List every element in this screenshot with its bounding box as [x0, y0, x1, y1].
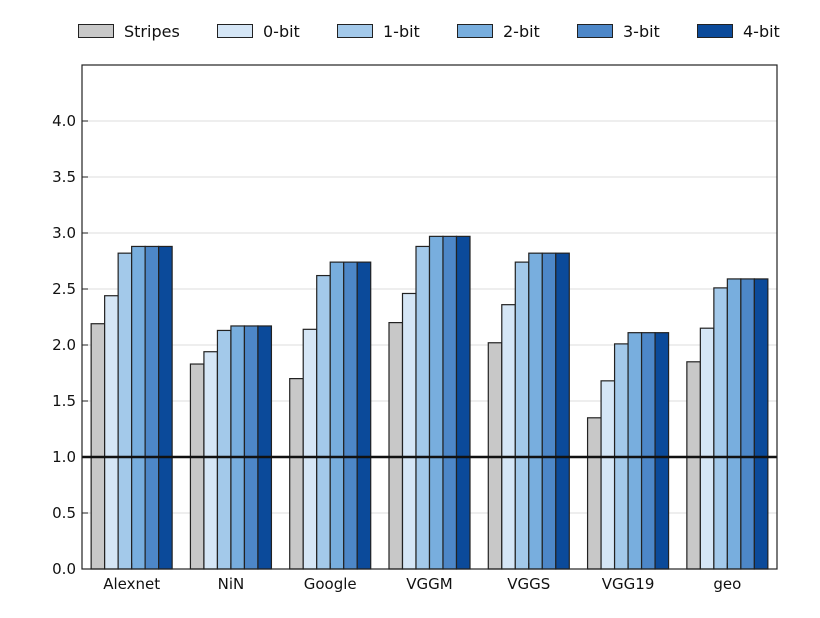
- bar-0-bit-nin: [203, 351, 219, 570]
- bar-1-bit-alexnet: [117, 252, 133, 570]
- legend-swatch: [78, 24, 114, 38]
- y-tick-label: 1.5: [52, 392, 76, 410]
- bar-2-bit-nin: [230, 325, 246, 570]
- legend-item: Stripes: [78, 20, 180, 42]
- legend-label: 4-bit: [743, 21, 780, 41]
- legend-swatch: [337, 24, 373, 38]
- bar-stripes-geo: [686, 361, 701, 570]
- bar-4-bit-nin: [257, 325, 273, 570]
- bar-4-bit-geo: [753, 278, 769, 570]
- legend-label: 0-bit: [263, 21, 300, 41]
- x-tick-label: geo: [713, 575, 741, 593]
- bar-4-bit-vggm: [455, 235, 471, 570]
- bar-0-bit-google: [302, 328, 318, 570]
- y-tick-label: 0.0: [52, 560, 76, 578]
- plot-frame: [81, 64, 778, 570]
- y-tick-label: 2.0: [52, 336, 76, 354]
- bar-1-bit-google: [316, 274, 331, 570]
- legend-item: 0-bit: [217, 20, 300, 42]
- y-tick-label: 3.5: [52, 168, 76, 186]
- bar-4-bit-google: [356, 261, 372, 570]
- bar-3-bit-alexnet: [144, 245, 160, 570]
- bar-1-bit-vggs: [514, 261, 530, 570]
- bar-0-bit-vgg19: [600, 380, 616, 570]
- legend-label: 3-bit: [623, 21, 660, 41]
- y-tick-label: 3.0: [52, 224, 76, 242]
- bar-4-bit-vgg19: [654, 332, 670, 570]
- bar-0-bit-alexnet: [104, 295, 119, 570]
- x-tick-label: Google: [304, 575, 357, 593]
- legend-item: 2-bit: [457, 20, 540, 42]
- y-tick-label: 2.5: [52, 280, 76, 298]
- legend-label: 1-bit: [383, 21, 420, 41]
- bar-4-bit-alexnet: [158, 245, 173, 570]
- bar-3-bit-google: [343, 261, 358, 570]
- bar-0-bit-vggm: [401, 292, 417, 570]
- bar-3-bit-vgg19: [640, 332, 656, 570]
- bar-0-bit-geo: [699, 327, 715, 570]
- legend-item: 3-bit: [577, 20, 660, 42]
- bar-3-bit-geo: [740, 278, 755, 570]
- bar-2-bit-vggm: [428, 235, 444, 570]
- bar-stripes-alexnet: [90, 323, 106, 570]
- bar-3-bit-nin: [243, 325, 259, 570]
- bar-stripes-vggm: [388, 322, 404, 570]
- bar-0-bit-vggs: [501, 304, 516, 570]
- legend-swatch: [457, 24, 493, 38]
- bar-1-bit-geo: [713, 287, 728, 570]
- legend-label: Stripes: [124, 21, 180, 41]
- bar-3-bit-vggm: [442, 235, 458, 570]
- x-tick-label: VGGS: [507, 575, 550, 593]
- bar-stripes-nin: [189, 363, 205, 570]
- x-tick-label: NiN: [218, 575, 245, 593]
- bar-2-bit-vggs: [528, 252, 543, 570]
- bar-1-bit-nin: [216, 329, 232, 570]
- legend-swatch: [697, 24, 733, 38]
- bar-2-bit-alexnet: [131, 245, 146, 570]
- bar-3-bit-vggs: [541, 252, 557, 570]
- y-tick-label: 0.5: [52, 504, 76, 522]
- legend-swatch: [577, 24, 613, 38]
- bar-2-bit-geo: [726, 278, 742, 570]
- legend-label: 2-bit: [503, 21, 540, 41]
- y-tick-label: 4.0: [52, 112, 76, 130]
- y-tick-label: 1.0: [52, 448, 76, 466]
- legend-swatch: [217, 24, 253, 38]
- x-tick-label: VGG19: [602, 575, 655, 593]
- bar-1-bit-vggm: [415, 245, 431, 570]
- bar-stripes-google: [289, 378, 304, 570]
- legend-item: 4-bit: [697, 20, 780, 42]
- x-tick-label: Alexnet: [103, 575, 160, 593]
- bar-2-bit-google: [329, 261, 345, 570]
- bar-stripes-vgg19: [586, 417, 602, 570]
- bar-2-bit-vgg19: [627, 332, 643, 570]
- bar-4-bit-vggs: [555, 252, 570, 570]
- x-tick-label: VGGM: [406, 575, 452, 593]
- legend-item: 1-bit: [337, 20, 420, 42]
